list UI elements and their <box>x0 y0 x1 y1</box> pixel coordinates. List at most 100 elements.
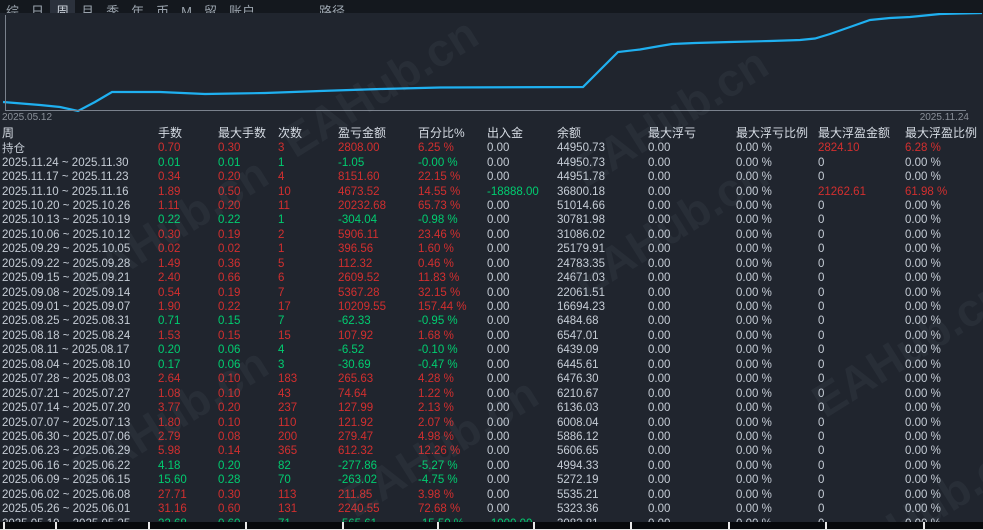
cell-inout: 0.00 <box>487 373 510 386</box>
table-row[interactable]: 2025.09.08 ~ 2025.09.14 0.54 0.19 7 5367.28 3… <box>2 285 983 299</box>
cell-pl: 279.47 <box>338 430 374 443</box>
table-row[interactable]: 2025.07.07 ~ 2025.07.13 1.80 0.10 110 121.92… <box>2 415 983 429</box>
cell-count: 200 <box>278 430 298 443</box>
table-row[interactable]: 2025.06.16 ~ 2025.06.22 4.18 0.20 82 -277.86… <box>2 459 983 473</box>
cell-max_float_profit_ratio: 0.00 % <box>905 430 941 443</box>
menu-tab-0[interactable]: 综 <box>6 4 20 13</box>
cell-inout: 0.00 <box>487 171 510 184</box>
cell-inout: 0.00 <box>487 257 510 270</box>
table-row[interactable]: 2025.08.04 ~ 2025.08.10 0.17 0.06 3 -30.69 -0… <box>2 358 983 372</box>
table-row[interactable]: 2025.05.26 ~ 2025.06.01 31.16 0.60 131 2240.… <box>2 502 983 516</box>
cell-max_float_loss: 0.00 <box>648 373 671 386</box>
cell-pl: 2609.52 <box>338 272 380 285</box>
cell-balance: 5886.12 <box>557 430 599 443</box>
column-header-pl: 盈亏金额 <box>338 125 387 140</box>
cell-count: 110 <box>278 416 297 429</box>
cell-max_lots: 0.50 <box>218 185 241 198</box>
cell-max_float_loss_ratio: 0.00 % <box>736 301 772 314</box>
cell-max_float_loss: 0.00 <box>648 142 671 155</box>
cell-lots: 1.49 <box>158 257 181 270</box>
cell-balance: 51014.66 <box>557 199 605 212</box>
week-label: 2025.10.06 ~ 2025.10.12 <box>2 228 131 241</box>
table-row[interactable]: 2025.06.30 ~ 2025.07.06 2.79 0.08 200 279.47… <box>2 430 983 444</box>
table-row[interactable]: 2025.06.09 ~ 2025.06.15 15.60 0.28 70 -263.0… <box>2 473 983 487</box>
cell-pct: -5.27 % <box>418 459 458 472</box>
cell-balance: 6484.68 <box>557 315 599 328</box>
menu-tab-8[interactable]: 留 <box>203 4 217 13</box>
table-row[interactable]: 2025.10.06 ~ 2025.10.12 0.30 0.19 2 5906.11 2… <box>2 228 983 242</box>
grid-divider <box>437 522 439 530</box>
cell-pct: 72.68 % <box>418 503 461 516</box>
menu-tab-9[interactable]: 账户 <box>228 4 255 13</box>
table-row[interactable]: 2025.07.21 ~ 2025.07.27 1.08 0.10 43 74.64 1.… <box>2 386 983 400</box>
table-row[interactable]: 2025.08.25 ~ 2025.08.31 0.71 0.15 7 -62.33 -0… <box>2 314 983 328</box>
cell-lots: 0.34 <box>158 171 181 184</box>
cell-pl: 121.92 <box>338 416 374 429</box>
column-header-lots: 手数 <box>158 125 183 140</box>
week-label: 2025.06.30 ~ 2025.07.06 <box>2 430 131 443</box>
cell-max_float_loss_ratio: 0.00 % <box>736 272 772 285</box>
table-row[interactable]: 2025.09.01 ~ 2025.09.07 1.90 0.22 17 10209.5… <box>2 300 983 314</box>
table-row[interactable]: 2025.11.10 ~ 2025.11.16 1.89 0.50 10 4673.52… <box>2 184 983 198</box>
chart-start-date: 2025.05.12 <box>2 112 53 123</box>
menu-tab-1[interactable]: 日 <box>31 4 45 13</box>
menu-tab-7[interactable]: M <box>181 4 192 13</box>
column-header-max_float_loss_ratio: 最大浮亏比例 <box>736 125 809 140</box>
cell-pct: -0.47 % <box>418 358 458 371</box>
cell-max_float_loss: 0.00 <box>648 416 671 429</box>
column-header-pct: 百分比% <box>418 125 465 140</box>
cell-balance: 44951.78 <box>557 171 605 184</box>
table-row[interactable]: 2025.07.28 ~ 2025.08.03 2.64 0.10 183 265.63… <box>2 372 983 386</box>
cell-max_float_profit_ratio: 0.00 % <box>905 459 941 472</box>
cell-max_lots: 0.20 <box>218 199 241 212</box>
cell-max_float_profit_ratio: 0.00 % <box>905 344 941 357</box>
cell-balance: 36800.18 <box>557 185 605 198</box>
menu-tab-6[interactable]: 币 <box>156 4 170 13</box>
week-label: 2025.08.25 ~ 2025.08.31 <box>2 315 131 328</box>
cell-max_float_loss: 0.00 <box>648 199 671 212</box>
cell-balance: 31086.02 <box>557 228 605 241</box>
grid-divider <box>825 522 827 530</box>
table-row[interactable]: 2025.06.02 ~ 2025.06.08 27.71 0.30 113 211.8… <box>2 488 983 502</box>
cell-max_float_loss: 0.00 <box>648 243 671 256</box>
cell-max_float_loss: 0.00 <box>648 185 671 198</box>
table-row[interactable]: 2025.08.11 ~ 2025.08.17 0.20 0.06 4 -6.52 -0.… <box>2 343 983 357</box>
cell-pct: 23.46 % <box>418 228 461 241</box>
cell-pct: -0.10 % <box>418 344 458 357</box>
cell-count: 113 <box>278 488 297 501</box>
menu-tab-4[interactable]: 季 <box>106 4 120 13</box>
cell-balance: 24783.35 <box>557 257 605 270</box>
cell-lots: 27.71 <box>158 488 187 501</box>
menu-tab-5[interactable]: 年 <box>131 4 145 13</box>
cell-max_float_profit: 0 <box>818 171 825 184</box>
table-row[interactable]: 2025.09.29 ~ 2025.10.05 0.02 0.02 1 396.56 1.… <box>2 242 983 256</box>
table-row[interactable]: 持仓 0.70 0.30 3 2808.00 6.25 % 0.00 44950.73 0.00… <box>2 141 983 155</box>
table-row[interactable]: 2025.09.22 ~ 2025.09.28 1.49 0.36 5 112.32 0.… <box>2 257 983 271</box>
menu-tab-2[interactable]: 周 <box>50 0 76 13</box>
cell-max_float_loss: 0.00 <box>648 445 671 458</box>
cell-count: 2 <box>278 228 285 241</box>
cell-max_float_loss: 0.00 <box>648 214 671 227</box>
table-row[interactable]: 2025.09.15 ~ 2025.09.21 2.40 0.66 6 2609.52 1… <box>2 271 983 285</box>
table-row[interactable]: 2025.10.13 ~ 2025.10.19 0.22 0.22 1 -304.04 -… <box>2 213 983 227</box>
cell-inout: 0.00 <box>487 315 510 328</box>
equity-curve-line <box>2 11 983 113</box>
menu-tab-3[interactable]: 月 <box>81 4 95 13</box>
menu-tab-10[interactable]: 路径 <box>318 4 345 13</box>
cell-max_lots: 0.19 <box>218 286 241 299</box>
cell-max_float_profit_ratio: 0.00 % <box>905 474 941 487</box>
cell-max_float_profit: 0 <box>818 286 825 299</box>
table-row[interactable]: 2025.11.24 ~ 2025.11.30 0.01 0.01 1 -1.05 -0.… <box>2 155 983 169</box>
cell-max_float_loss_ratio: 0.00 % <box>736 387 772 400</box>
cell-pl: -30.69 <box>338 358 371 371</box>
table-row[interactable]: 2025.06.23 ~ 2025.06.29 5.98 0.14 365 612.32… <box>2 444 983 458</box>
cell-pl: -1.05 <box>338 156 365 169</box>
cell-max_float_profit: 0 <box>818 228 825 241</box>
table-row[interactable]: 2025.08.18 ~ 2025.08.24 1.53 0.15 15 107.92 1… <box>2 329 983 343</box>
table-row[interactable]: 2025.11.17 ~ 2025.11.23 0.34 0.20 4 8151.60 2… <box>2 170 983 184</box>
cell-max_float_profit_ratio: 0.00 % <box>905 488 941 501</box>
table-row[interactable]: 2025.07.14 ~ 2025.07.20 3.77 0.20 237 127.99… <box>2 401 983 415</box>
cell-max_float_profit_ratio: 0.00 % <box>905 301 941 314</box>
table-row[interactable]: 2025.10.20 ~ 2025.10.26 1.11 0.20 11 20232.6… <box>2 199 983 213</box>
cell-inout: 0.00 <box>487 445 510 458</box>
